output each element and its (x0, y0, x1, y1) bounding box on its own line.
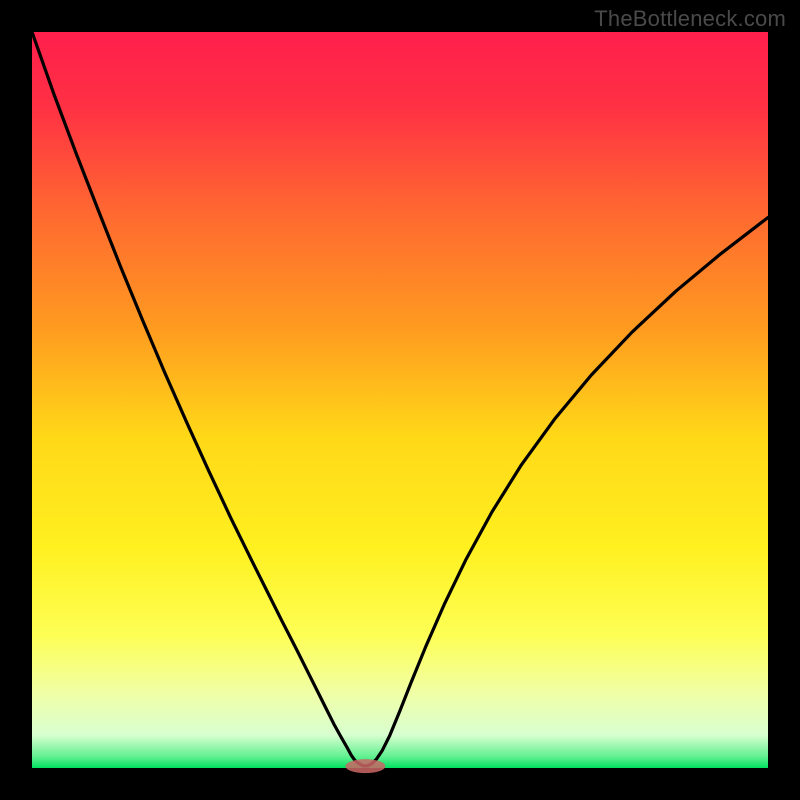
plot-gradient-background (32, 32, 768, 768)
chart-container: TheBottleneck.com (0, 0, 800, 800)
minimum-marker (345, 759, 385, 773)
bottleneck-curve-chart (0, 0, 800, 800)
